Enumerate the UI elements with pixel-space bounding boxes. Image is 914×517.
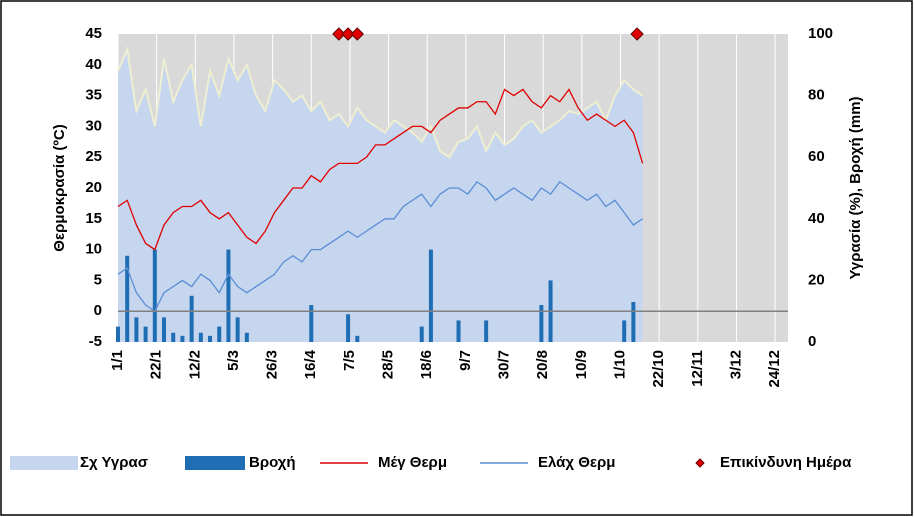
legend-label: Βροχή [249,454,296,471]
x-tick-label: 1/10 [611,350,628,379]
x-tick-label: 22/10 [650,350,667,388]
rain-bar [189,295,194,342]
danger-marker [350,27,364,41]
x-tick-label: 28/5 [380,350,397,379]
legend-label: Επικίνδυνη Ημέρα [720,454,852,471]
rain-bar [116,326,120,342]
y-tick-label: 15 [85,210,102,227]
y-tick-label: 5 [94,271,102,288]
danger-marker [630,27,644,41]
y2-tick-label: 60 [808,148,825,165]
rain-bar [134,317,139,342]
x-tick-label: 12/11 [689,350,706,387]
rain-bar [622,320,627,342]
x-tick-label: 1/1 [109,350,126,371]
legend-swatch [10,456,78,470]
legend-label: Μέγ Θερμ [378,454,447,471]
rain-bar [244,332,249,342]
y-tick-label: 20 [85,179,102,196]
x-tick-label: 12/2 [186,350,203,379]
rain-bar [171,332,176,342]
rain-bar [484,320,489,342]
rain-bar [346,314,351,342]
rain-bar [217,326,222,342]
rain-bar [428,249,433,342]
x-tick-label: 30/7 [496,350,513,379]
x-tick-label: 24/12 [766,350,783,388]
temp-line [117,88,644,251]
x-tick-label: 22/1 [148,350,165,379]
legend-label: Σχ Υγρασ [80,454,148,471]
y2-axis-label: Υγρασία (%), Βροχή (mm) [847,96,864,279]
rain-bar [125,255,130,342]
y2-tick-label: 40 [808,210,825,227]
x-tick-label: 9/7 [457,350,474,371]
rain-bar [180,335,185,342]
x-tick-label: 26/3 [264,350,281,379]
humidity-area [118,49,643,343]
rain-bar [309,305,314,342]
y2-tick-label: 100 [808,25,833,42]
x-tick-label: 20/8 [534,350,551,379]
y-tick-label: 25 [85,148,102,165]
rain-bar [198,332,203,342]
y-tick-label: 30 [85,117,102,134]
x-tick-label: 16/4 [302,349,319,379]
rain-bar [226,249,231,342]
x-tick-label: 18/6 [418,350,435,379]
y-tick-label: -5 [89,333,102,350]
rain-bar [355,335,360,342]
y-tick-label: 45 [85,25,102,42]
x-tick-label: 3/12 [727,350,744,379]
rain-bar [143,326,148,342]
x-tick-label: 7/5 [341,350,358,371]
legend-swatch [695,458,705,468]
danger-marker [341,27,355,41]
danger-marker [332,27,346,41]
rain-bar [162,317,167,342]
y-tick-label: 0 [94,302,102,319]
y-tick-label: 35 [85,87,102,104]
legend-swatch [185,456,245,470]
y-tick-label: 10 [85,241,102,258]
rain-bar [152,249,157,342]
legend-label: Ελάχ Θερμ [538,454,615,471]
x-tick-label: 5/3 [225,350,242,371]
temp-line [117,180,643,313]
rain-bar [235,317,240,342]
rain-bar [539,305,544,342]
rain-bar [208,335,213,342]
rain-bar [631,301,636,342]
y-axis-label: Θερμοκρασία (ºC) [51,124,68,251]
y-tick-label: 40 [85,56,102,73]
y2-tick-label: 20 [808,271,825,288]
rain-bar [456,320,461,342]
rain-bar [419,326,424,342]
humidity-line [117,45,644,159]
y2-tick-label: 80 [808,87,825,104]
y2-tick-label: 0 [808,333,816,350]
x-tick-label: 10/9 [573,350,590,379]
